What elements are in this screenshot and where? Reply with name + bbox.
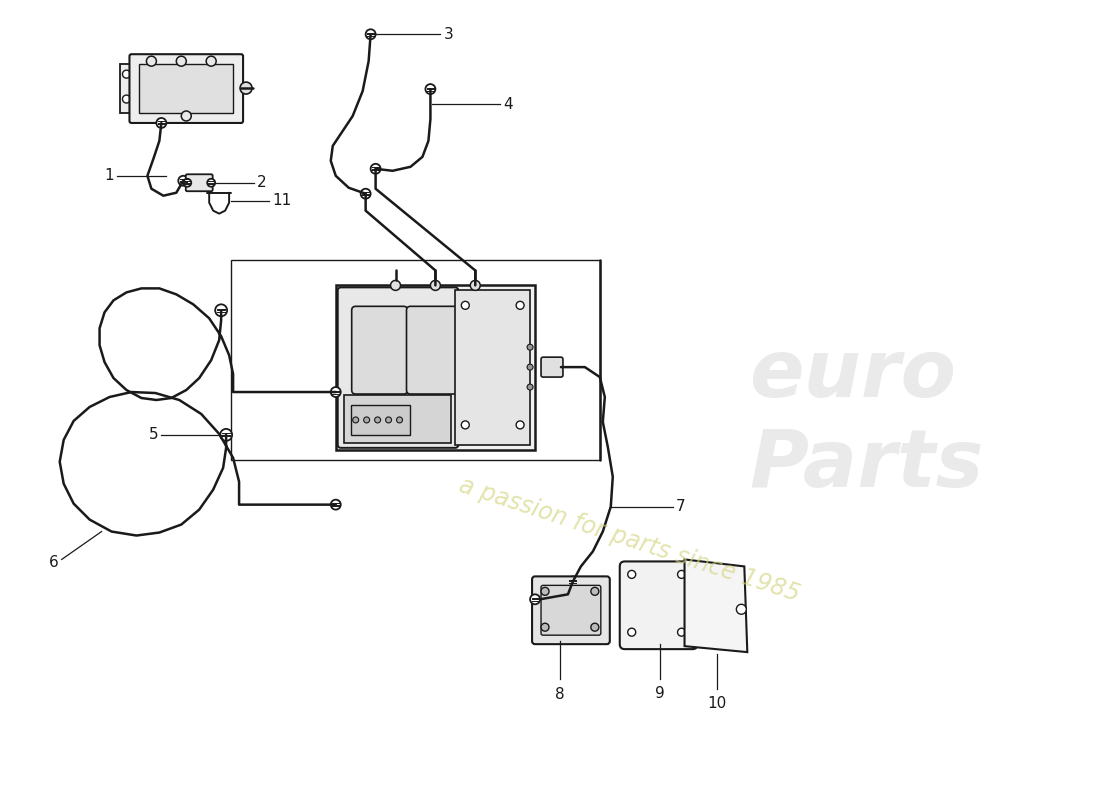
Circle shape <box>678 628 685 636</box>
Circle shape <box>206 56 217 66</box>
FancyBboxPatch shape <box>541 357 563 377</box>
Circle shape <box>461 421 470 429</box>
Circle shape <box>527 344 534 350</box>
Circle shape <box>371 164 381 174</box>
Bar <box>140 64 233 113</box>
Circle shape <box>471 281 481 290</box>
Circle shape <box>365 30 375 39</box>
Circle shape <box>361 189 371 198</box>
Circle shape <box>736 604 746 614</box>
Text: 8: 8 <box>556 687 564 702</box>
Text: 3: 3 <box>443 26 453 42</box>
Circle shape <box>516 421 524 429</box>
Circle shape <box>353 417 359 423</box>
Text: 4: 4 <box>503 97 513 111</box>
Circle shape <box>176 56 186 66</box>
Text: 1: 1 <box>103 168 113 183</box>
Circle shape <box>182 111 191 121</box>
Circle shape <box>390 281 400 290</box>
FancyBboxPatch shape <box>130 54 243 123</box>
Circle shape <box>591 587 598 595</box>
Circle shape <box>207 178 216 186</box>
Circle shape <box>568 576 578 586</box>
Circle shape <box>178 176 188 186</box>
Text: 7: 7 <box>675 499 685 514</box>
Circle shape <box>516 302 524 310</box>
Circle shape <box>396 417 403 423</box>
Circle shape <box>216 304 227 316</box>
Circle shape <box>220 429 232 441</box>
Text: 6: 6 <box>50 555 58 570</box>
Bar <box>455 290 530 445</box>
Circle shape <box>375 417 381 423</box>
Circle shape <box>331 500 341 510</box>
Circle shape <box>426 84 436 94</box>
Circle shape <box>122 70 131 78</box>
Text: 2: 2 <box>257 175 266 190</box>
Circle shape <box>527 364 534 370</box>
FancyBboxPatch shape <box>186 174 212 191</box>
Circle shape <box>240 82 252 94</box>
FancyBboxPatch shape <box>338 287 459 448</box>
Text: 5: 5 <box>148 427 158 442</box>
Text: euro
Parts: euro Parts <box>749 336 983 504</box>
Polygon shape <box>684 559 747 652</box>
Text: 11: 11 <box>272 193 292 208</box>
FancyBboxPatch shape <box>619 562 697 649</box>
Circle shape <box>156 118 166 128</box>
Circle shape <box>146 56 156 66</box>
Circle shape <box>530 594 540 604</box>
Bar <box>336 286 535 450</box>
Text: 9: 9 <box>654 686 664 701</box>
FancyBboxPatch shape <box>532 576 609 644</box>
Bar <box>231 261 600 460</box>
Text: 10: 10 <box>707 696 727 711</box>
FancyBboxPatch shape <box>541 586 601 635</box>
Circle shape <box>430 281 440 290</box>
Circle shape <box>541 587 549 595</box>
FancyBboxPatch shape <box>352 306 407 394</box>
Circle shape <box>331 387 341 397</box>
Circle shape <box>461 302 470 310</box>
Circle shape <box>628 570 636 578</box>
Bar <box>120 64 133 113</box>
Circle shape <box>527 384 534 390</box>
Circle shape <box>628 628 636 636</box>
Circle shape <box>386 417 392 423</box>
Bar <box>343 395 451 443</box>
Circle shape <box>364 417 370 423</box>
FancyBboxPatch shape <box>407 306 462 394</box>
Circle shape <box>541 623 549 631</box>
Circle shape <box>184 178 191 186</box>
Circle shape <box>591 623 598 631</box>
Bar <box>351 405 410 435</box>
Circle shape <box>678 570 685 578</box>
Circle shape <box>122 95 131 103</box>
Text: a passion for parts since 1985: a passion for parts since 1985 <box>456 473 803 606</box>
